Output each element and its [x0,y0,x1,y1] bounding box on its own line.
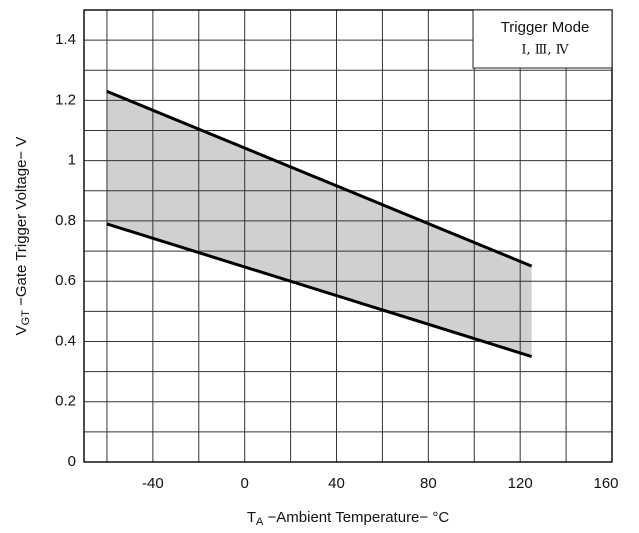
y-tick-label: 1 [68,152,76,169]
y-tick-label: 1.4 [55,31,76,48]
y-tick-label: 0.8 [55,212,76,229]
y-tick-label: 0.4 [55,332,76,349]
plot-frame [83,9,613,463]
x-tick-label: 120 [508,475,533,492]
y-tick-label: 0.6 [55,272,76,289]
x-tick-label: 0 [241,475,249,492]
x-tick-label: -40 [142,475,164,492]
y-axis-label: VGT −Gate Trigger Voltage− V [13,137,32,336]
y-tick-label: 0.2 [55,393,76,410]
y-label-symbol: V [13,325,30,335]
x-tick-label: 160 [593,475,618,492]
x-label-text: −Ambient Temperature− °C [263,509,449,526]
x-tick-label: 40 [328,475,345,492]
y-label-subscript: GT [20,310,32,326]
y-tick-label: 1.2 [55,91,76,108]
line [106,89,533,268]
y-tick-label: 0 [68,453,76,470]
annotation-text: Ⅰ, Ⅲ, Ⅳ [521,43,569,58]
x-tick-label: 80 [420,475,437,492]
y-label-text: −Gate Trigger Voltage− V [13,137,30,310]
x-label-symbol: T [247,509,256,526]
band-area [106,91,532,357]
annotation-title: Trigger Mode [501,19,590,36]
annotation-box [472,9,613,69]
x-label-subscript: A [256,516,264,528]
line [106,222,533,358]
x-axis-label: TA −Ambient Temperature− °C [247,509,449,528]
